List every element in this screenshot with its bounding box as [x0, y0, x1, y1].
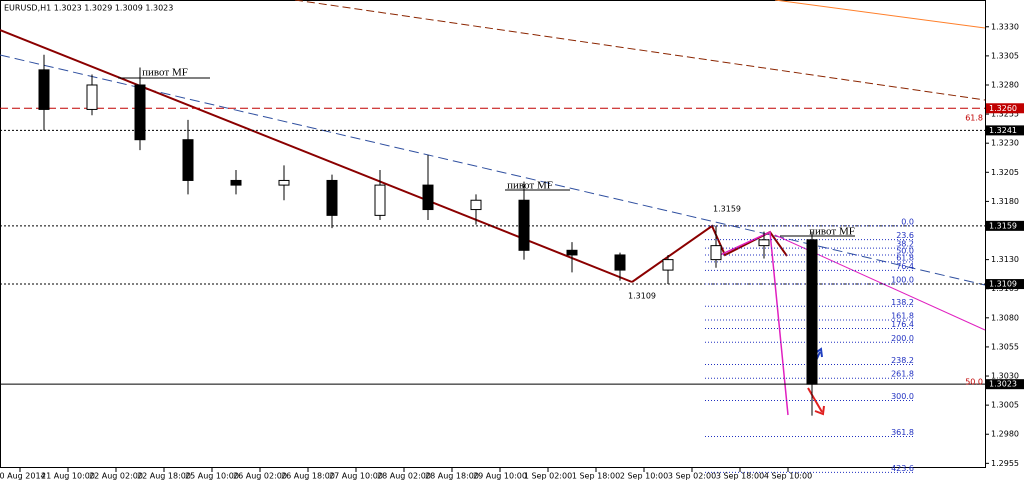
- candle-body: [134, 84, 146, 141]
- y-tick-label: 1.3230: [991, 139, 1019, 148]
- y-tick-label: 1.2955: [991, 459, 1019, 468]
- candle-body: [566, 249, 578, 256]
- candle-body: [86, 84, 98, 110]
- fibo-label: 23.6: [896, 231, 914, 240]
- x-tick-label: 21 Aug 10:00: [41, 472, 95, 481]
- fibo-label: 76.4: [896, 262, 914, 271]
- candle-body: [614, 254, 626, 271]
- annotation: пивот МF: [507, 180, 553, 192]
- candle-body: [518, 199, 530, 251]
- candle-body: [374, 184, 386, 216]
- y-tick-label: 1.3180: [991, 197, 1019, 206]
- x-tick-label: 22 Aug 18:00: [137, 472, 191, 481]
- candle-body: [38, 69, 50, 110]
- y-tick-label: 1.2980: [991, 430, 1019, 439]
- price-label: 1.3241: [989, 126, 1017, 135]
- fibo-label: 261.8: [891, 370, 914, 379]
- annotation: 61.8: [965, 114, 983, 123]
- annotation: 50.0: [965, 378, 983, 387]
- x-tick-label: 3 Sep 18:00: [716, 472, 764, 481]
- candle-body: [182, 139, 194, 181]
- x-tick-label: 1 Sep 18:00: [572, 472, 620, 481]
- x-tick-label: 1 Sep 02:00: [524, 472, 572, 481]
- fibo-label: 361.8: [891, 428, 914, 437]
- x-tick-label: 26 Aug 18:00: [281, 472, 335, 481]
- candle-body: [230, 179, 242, 186]
- candle-body: [470, 199, 482, 211]
- price-label: 1.3023: [989, 380, 1017, 389]
- candle-body: [710, 245, 722, 261]
- fibo-label: 38.2: [896, 240, 914, 249]
- y-tick-label: 1.3255: [991, 110, 1019, 119]
- y-tick-label: 1.3330: [991, 22, 1019, 31]
- x-tick-label: 28 Aug 18:00: [425, 472, 479, 481]
- price-label-box: [986, 125, 1024, 136]
- candle-body: [278, 179, 290, 186]
- fibo-label: 300.0: [891, 392, 914, 401]
- fibo-label: 176.4: [891, 320, 914, 329]
- arrow-head: [814, 405, 825, 416]
- x-tick-label: 26 Aug 02:00: [233, 472, 287, 481]
- x-tick-label: 4 Sep 10:00: [764, 472, 812, 481]
- annotation: 1.3109: [628, 292, 656, 301]
- fibo-label: 61.8: [896, 253, 914, 262]
- trendline: [0, 54, 986, 286]
- x-tick-label: 29 Aug 10:00: [473, 472, 527, 481]
- fibo-label: 200.0: [891, 334, 914, 343]
- fibo-label: 50.0: [896, 246, 914, 255]
- price-label-box: [986, 279, 1024, 290]
- trendline: [294, 0, 986, 101]
- fibo-label: 423.6: [891, 464, 914, 473]
- y-tick-label: 1.3080: [991, 313, 1019, 322]
- y-tick-label: 1.3305: [991, 51, 1019, 60]
- y-tick-label: 1.3030: [991, 372, 1019, 381]
- fibo-label: 100.0: [891, 276, 914, 285]
- price-label-box: [986, 220, 1024, 231]
- x-tick-label: 25 Aug 10:00: [185, 472, 239, 481]
- y-tick-label: 1.3130: [991, 255, 1019, 264]
- candle-body: [326, 179, 338, 216]
- price-label-box: [986, 379, 1024, 390]
- fibo-label: 138.2: [891, 298, 914, 307]
- x-tick-label: 2 Sep 10:00: [620, 472, 668, 481]
- y-tick-label: 1.3205: [991, 168, 1019, 177]
- y-tick-label: 1.3005: [991, 401, 1019, 410]
- y-tick-label: 1.3280: [991, 80, 1019, 89]
- zigzag: [631, 224, 788, 283]
- candle-body: [662, 259, 674, 271]
- fibo-label: 238.2: [891, 356, 914, 365]
- candle-body: [422, 184, 434, 211]
- price-label-box: [986, 103, 1024, 114]
- x-tick-label: 3 Sep 02:00: [668, 472, 716, 481]
- price-label: 1.3159: [989, 221, 1017, 230]
- trendline: [774, 0, 986, 29]
- y-tick-label: 1.3055: [991, 342, 1019, 351]
- annotation: 1.3159: [713, 205, 741, 214]
- price-label: 1.3260: [989, 104, 1017, 113]
- candle-body: [758, 239, 770, 247]
- fibo-label: 161.8: [891, 312, 914, 321]
- fibo-label: 0.0: [901, 217, 914, 226]
- annotation: пивот МF: [142, 67, 188, 79]
- price-label: 1.3109: [989, 280, 1017, 289]
- x-tick-label: 27 Aug 10:00: [329, 472, 383, 481]
- x-tick-label: 22 Aug 02:00: [89, 472, 143, 481]
- candle-body: [806, 239, 818, 385]
- chart-title: EURUSD,H1 1.3023 1.3029 1.3009 1.3023: [4, 4, 173, 13]
- annotation: пивот МF: [809, 226, 855, 238]
- zigzag: [719, 230, 789, 416]
- x-tick-label: 28 Aug 02:00: [377, 472, 431, 481]
- x-tick-label: 20 Aug 2014: [0, 472, 46, 481]
- arrow-down: [807, 387, 823, 413]
